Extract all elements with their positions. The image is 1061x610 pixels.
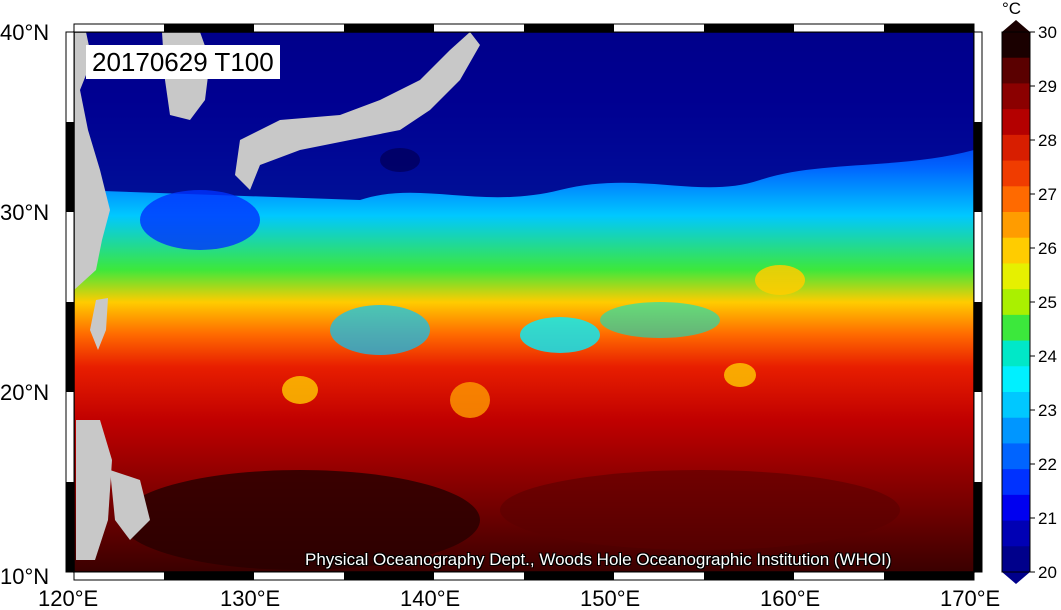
colorbar-segment	[1002, 546, 1030, 573]
lat-labels: 40°N 30°N 20°N 10°N	[0, 20, 49, 589]
lon-labels: 120°E 130°E 140°E 150°E 160°E 170°E	[38, 586, 1000, 610]
colorbar-tick-label: 22	[1038, 455, 1057, 474]
colorbar-unit: °C	[1002, 0, 1021, 18]
lat-label: 10°N	[0, 564, 49, 589]
lon-label: 170°E	[940, 586, 1000, 610]
colorbar-ticks: 30 29 28 27 26 25 24 23 22 21 20	[1030, 23, 1057, 582]
lon-label: 150°E	[580, 586, 640, 610]
colorbar-segment	[1002, 314, 1030, 342]
colorbar-segment	[1002, 134, 1030, 162]
colorbar-tick-label: 27	[1038, 185, 1057, 204]
colorbar-segment	[1002, 83, 1030, 110]
colorbar-segment	[1002, 109, 1030, 136]
colorbar-segment	[1002, 289, 1030, 316]
colorbar-segment	[1002, 57, 1030, 84]
colorbar-segment	[1002, 212, 1030, 239]
colorbar-segment	[1002, 494, 1030, 522]
colorbar-top-arrow	[1002, 20, 1030, 32]
colorbar-segment	[1002, 160, 1030, 187]
lon-label: 130°E	[220, 586, 280, 610]
colorbar-tick-label: 26	[1038, 239, 1057, 258]
colorbar-tick-label: 23	[1038, 401, 1057, 420]
lat-label: 20°N	[0, 380, 49, 405]
lat-label: 30°N	[0, 200, 49, 225]
lon-label: 160°E	[760, 586, 820, 610]
map-border-ticks	[65, 23, 983, 581]
colorbar-segment	[1002, 520, 1030, 547]
lat-label: 40°N	[0, 20, 49, 45]
colorbar-segment	[1002, 263, 1030, 290]
colorbar-tick-label: 24	[1038, 347, 1057, 366]
map-title: 20170629 T100	[86, 45, 280, 79]
colorbar-segment	[1002, 469, 1030, 496]
colorbar-tick-label: 29	[1038, 77, 1057, 96]
colorbar-tick-label: 28	[1038, 131, 1057, 150]
lon-label: 120°E	[38, 586, 98, 610]
credit-text: Physical Oceanography Dept., Woods Hole …	[305, 550, 892, 569]
colorbar-segment	[1002, 340, 1030, 367]
colorbar-tick-label: 20	[1038, 563, 1057, 582]
sst-field	[74, 32, 974, 572]
colorbar-tick-label: 21	[1038, 509, 1057, 528]
colorbar-segment	[1002, 186, 1030, 213]
colorbar-segment	[1002, 366, 1030, 393]
colorbar-segment	[1002, 443, 1030, 470]
lon-label: 140°E	[400, 586, 460, 610]
colorbar-bottom-arrow	[1002, 572, 1030, 584]
colorbar-segment	[1002, 392, 1030, 419]
colorbar-segment	[1002, 417, 1030, 444]
colorbar-tick-label: 25	[1038, 293, 1057, 312]
colorbar-tick-label: 30	[1038, 23, 1057, 42]
colorbar-segment	[1002, 32, 1030, 59]
colorbar-segment	[1002, 237, 1030, 264]
colorbar	[1001, 20, 1031, 584]
